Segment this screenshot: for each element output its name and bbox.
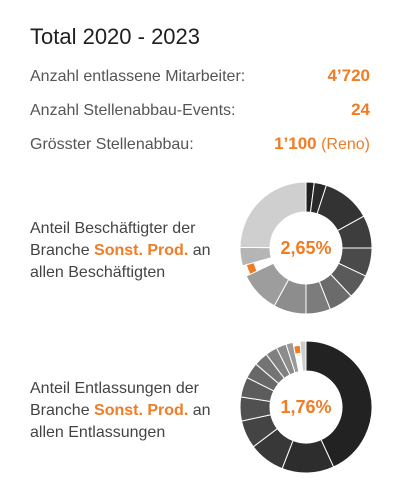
page-title: Total 2020 - 2023	[30, 24, 201, 49]
donut-slice	[305, 340, 373, 468]
donut-slice	[245, 262, 290, 307]
chart-text-after: an allen Entlassungen	[30, 402, 211, 441]
donut-slice	[285, 341, 300, 374]
chart-text-before: Anteil Entlassungen der Branche	[30, 380, 199, 419]
stat-value: 4’720	[327, 66, 370, 85]
donut-slice	[299, 340, 307, 372]
stat-label: Anzahl entlassene Mitarbeiter:	[30, 68, 246, 85]
chart-description-employment: Anteil Beschäftigter der Branche Sonst. …	[30, 218, 240, 284]
stat-row-events: Anzahl Stellenabbau-Events: 24	[30, 100, 370, 120]
chart-text-highlight: Sonst. Prod.	[94, 402, 189, 419]
chart-text-highlight: Sonst. Prod.	[94, 242, 189, 259]
donut-center-label: 1,76%	[280, 397, 331, 417]
chart-description-layoffs: Anteil Entlassungen der Branche Sonst. P…	[30, 378, 240, 444]
donut-svg: 1,76%	[239, 340, 373, 474]
stat-label: Anzahl Stellenabbau-Events:	[30, 102, 236, 119]
donut-slice	[239, 246, 272, 267]
donut-slices	[239, 340, 373, 474]
stat-row-largest: Grösster Stellenabbau: 1’100 (Reno)	[30, 134, 370, 154]
chart-text-after: an allen Beschäftigten	[30, 242, 211, 281]
donut-svg: 2,65%	[239, 181, 373, 315]
donut-center-label: 2,65%	[280, 238, 331, 258]
stat-note: (Reno)	[321, 136, 370, 153]
donut-slices	[239, 181, 373, 315]
donut-slice	[239, 181, 307, 249]
stat-value: 1’100	[274, 134, 317, 153]
stat-value: 24	[351, 100, 370, 119]
stat-label: Grösster Stellenabbau:	[30, 136, 194, 153]
chart-text-before: Anteil Beschäftigter der Branche	[30, 220, 196, 259]
stat-row-employees: Anzahl entlassene Mitarbeiter: 4’720	[30, 66, 370, 86]
donut-chart-layoffs: 1,76%	[236, 337, 376, 477]
stat-value-group: 1’100 (Reno)	[274, 134, 370, 154]
donut-chart-employment: 2,65%	[236, 178, 376, 318]
